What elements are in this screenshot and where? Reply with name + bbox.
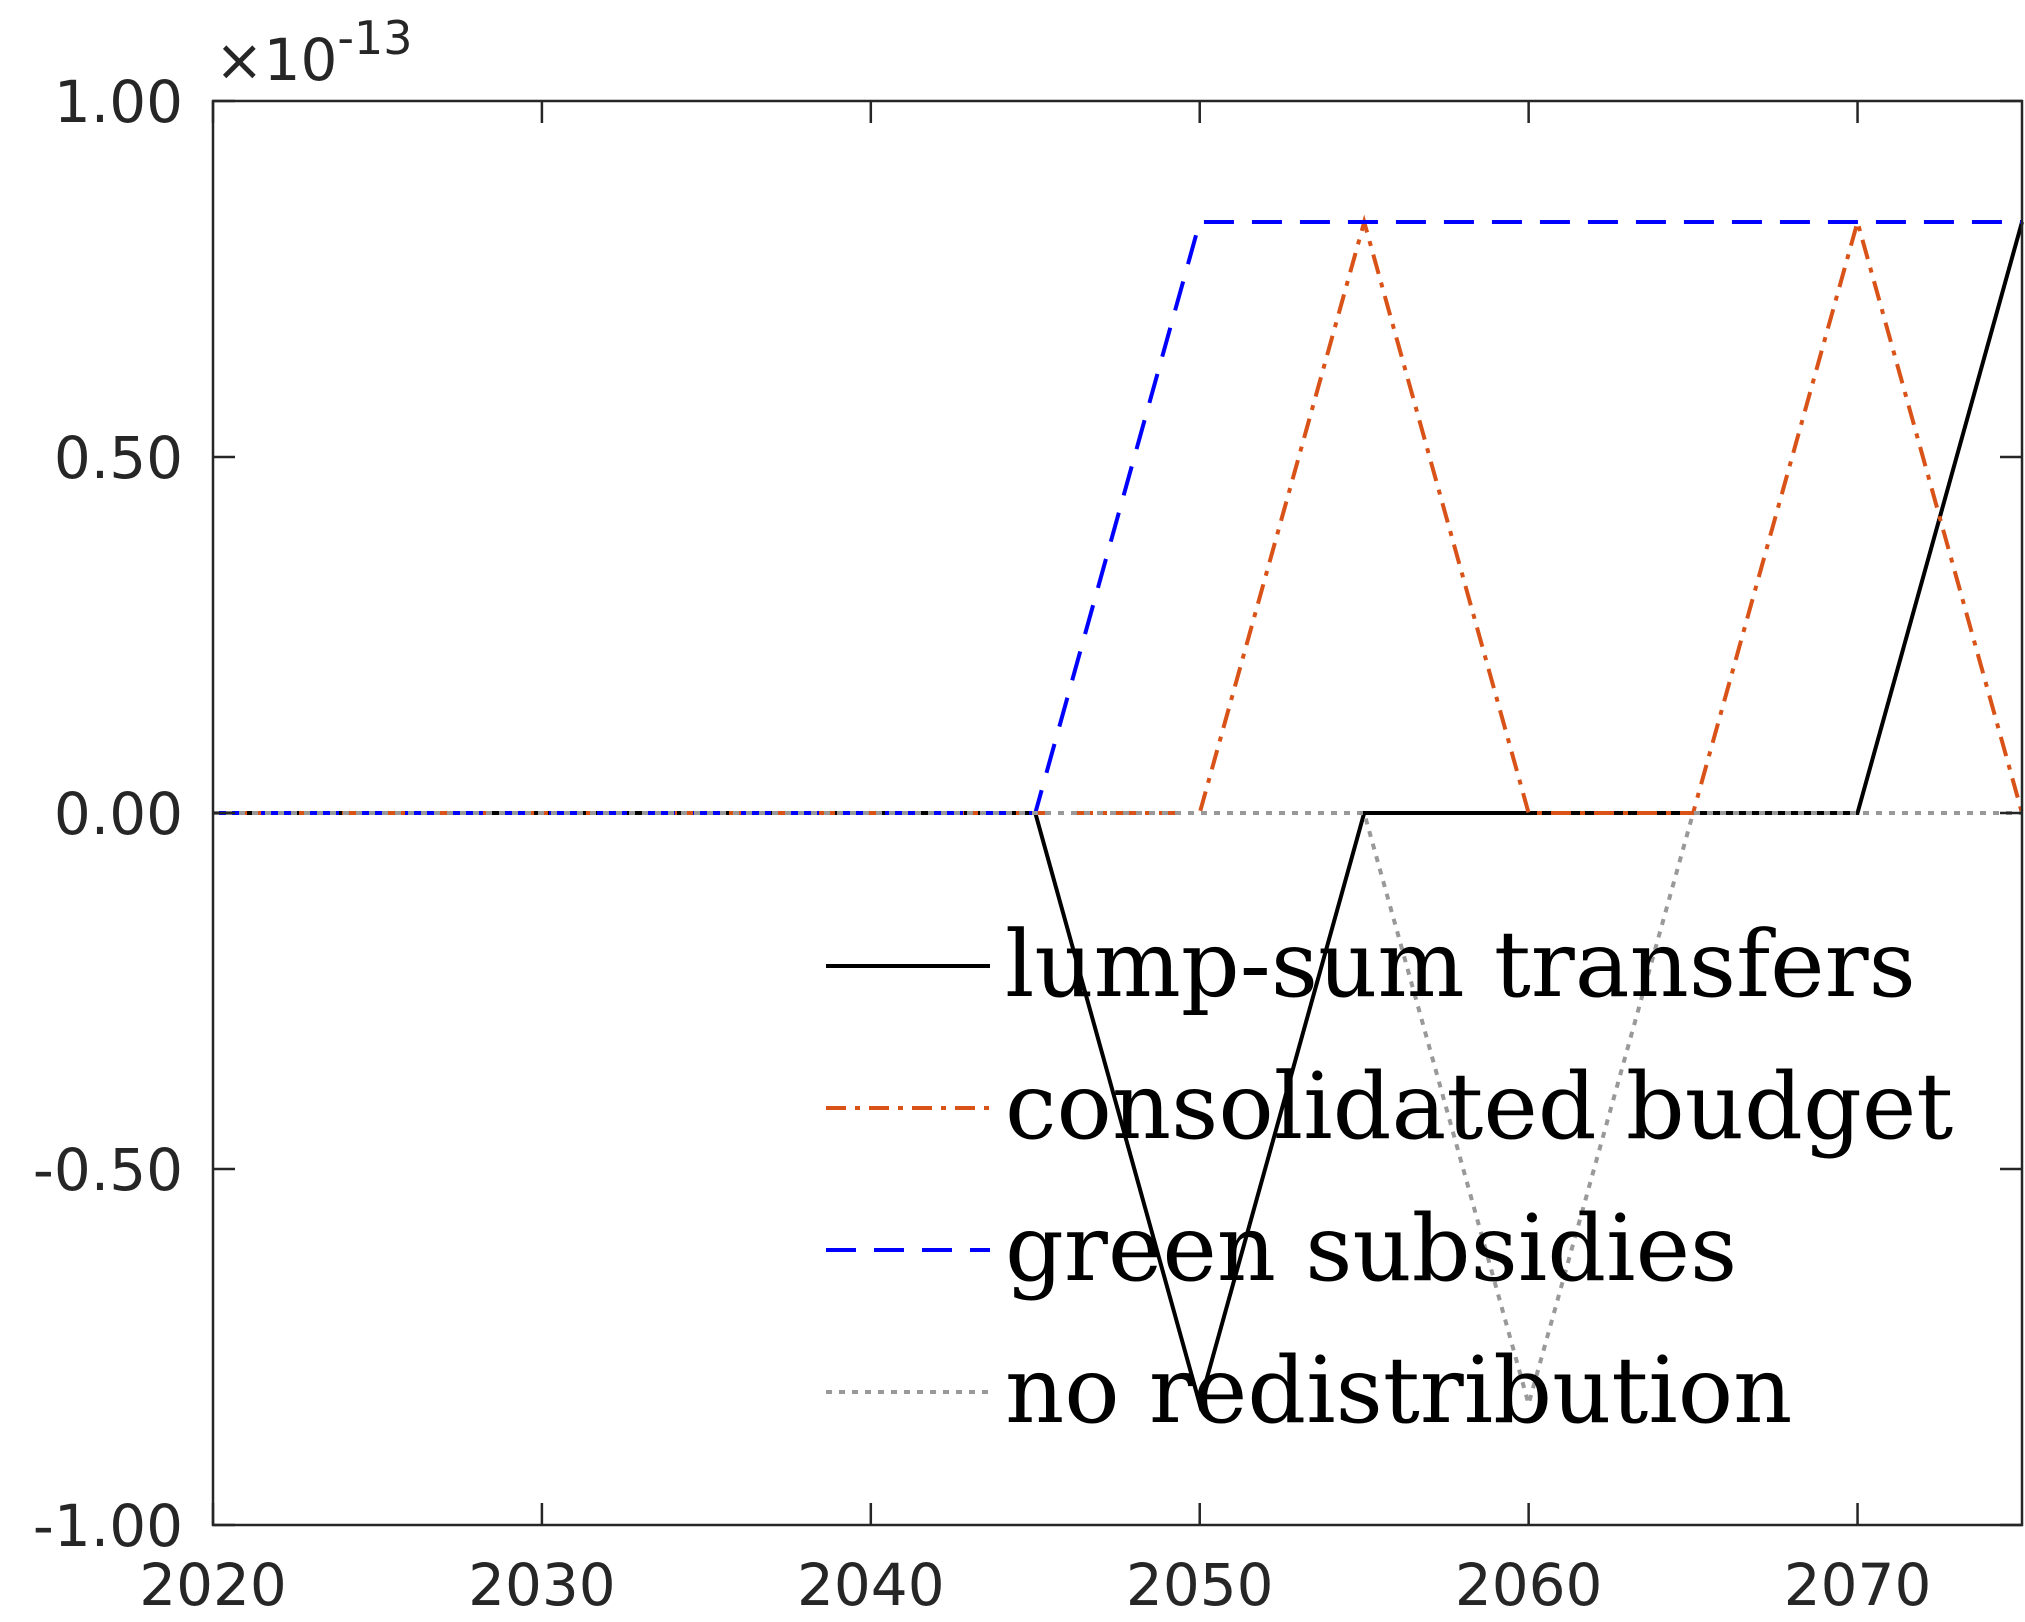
legend-label-green-subsidies: green subsidies: [1005, 1195, 1737, 1302]
x-tick-label: 2040: [797, 1551, 945, 1619]
legend-label-no-redistribution: no redistribution: [1005, 1337, 1792, 1444]
y-tick-layer: -1.00 -0.50 0.00 0.50 1.00: [33, 68, 2022, 1560]
legend: lump-sum transfers consolidated budget gre…: [826, 911, 1953, 1444]
legend-label-consolidated-budget: consolidated budget: [1005, 1053, 1953, 1160]
y-tick-label: -0.50: [33, 1136, 183, 1204]
y-tick-label: 0.50: [54, 424, 183, 492]
exponent-power: -13: [337, 11, 412, 65]
y-tick-label: 0.00: [54, 780, 183, 848]
series-line-no-redistribution: [213, 811, 2022, 1412]
legend-label-lump-sum-transfers: lump-sum transfers: [1005, 911, 1916, 1018]
x-tick-label: 2060: [1455, 1551, 1603, 1619]
exponent-base: ×10: [215, 26, 337, 94]
x-tick-label: 2030: [468, 1551, 616, 1619]
x-tick-label: 2020: [139, 1551, 287, 1619]
series-layer: [213, 214, 2024, 1412]
x-tick-label: 2050: [1126, 1551, 1274, 1619]
x-tick-label: 2070: [1784, 1551, 1932, 1619]
x-tick-layer: 2020 2030 2040 2050 2060 2070: [139, 101, 1931, 1619]
y-tick-label: -1.00: [33, 1492, 183, 1560]
y-tick-label: 1.00: [54, 68, 183, 136]
y-axis-exponent: ×10-13: [215, 11, 413, 94]
